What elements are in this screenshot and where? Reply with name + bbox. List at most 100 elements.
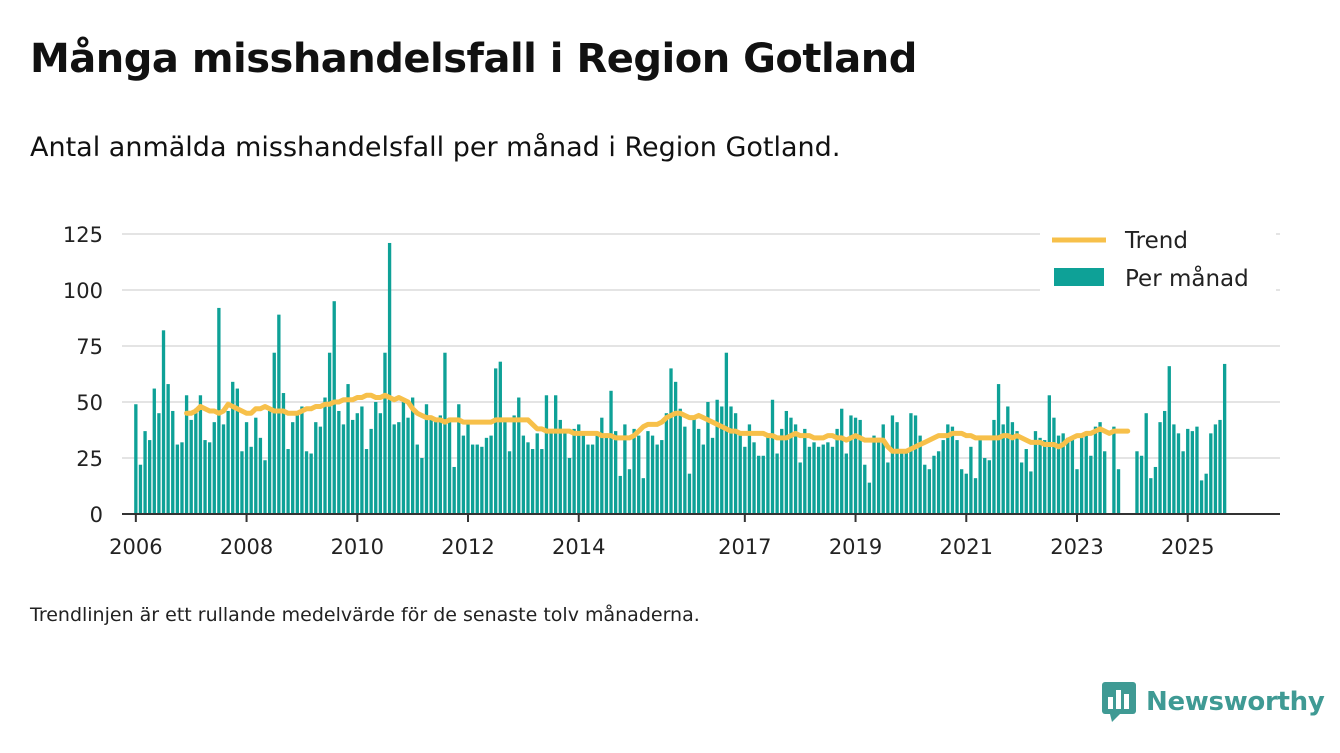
bar (1116, 469, 1121, 514)
bar (895, 422, 899, 514)
bar (849, 415, 853, 514)
bar (572, 428, 576, 514)
bar (1070, 437, 1075, 514)
legend-bars-swatch (1054, 268, 1104, 286)
bar (660, 440, 664, 514)
bar (697, 428, 701, 514)
footnote: Trendlinjen är ett rullande medelvärde f… (30, 604, 700, 626)
y-tick-label: 25 (76, 447, 103, 471)
bar (304, 451, 309, 514)
bar (960, 469, 964, 514)
bar (480, 446, 484, 514)
bar (212, 422, 216, 514)
bar (1199, 480, 1204, 514)
x-tick-label: 2006 (109, 535, 162, 559)
brand[interactable]: Newsworthy (1102, 682, 1325, 722)
bar (143, 431, 147, 514)
bar (609, 390, 613, 514)
bar (1052, 417, 1056, 514)
bar (166, 384, 170, 514)
bar (950, 426, 955, 514)
bar (826, 442, 830, 514)
bar (337, 410, 341, 514)
bar (941, 440, 945, 514)
bar (254, 417, 258, 514)
bar (835, 428, 839, 514)
bar (1075, 469, 1079, 514)
bar (683, 426, 687, 514)
bar (757, 455, 761, 514)
legend-bars-label: Per månad (1125, 264, 1249, 292)
bar (673, 381, 678, 514)
bar (535, 433, 539, 514)
bar (327, 352, 332, 514)
bar (258, 437, 263, 514)
bar (600, 417, 604, 514)
bar (364, 449, 369, 514)
x-tick-label: 2019 (829, 535, 882, 559)
bar (410, 397, 415, 514)
bar (1056, 435, 1061, 514)
bar (424, 404, 429, 514)
bar (470, 444, 475, 514)
bar (955, 440, 959, 514)
bar (780, 428, 784, 514)
bar (1001, 424, 1005, 514)
bar (678, 408, 682, 514)
bar (544, 395, 549, 514)
bar (863, 464, 867, 514)
bar (798, 462, 802, 514)
bar (803, 428, 807, 514)
bar (1186, 428, 1190, 514)
bar (581, 433, 586, 514)
bar (1061, 433, 1065, 514)
bar (577, 424, 581, 514)
bar (590, 444, 595, 514)
bar (692, 417, 696, 514)
bar (1038, 437, 1042, 514)
bar (249, 446, 253, 514)
bar (1024, 449, 1028, 514)
bar (669, 368, 673, 514)
bar (387, 242, 392, 514)
bar (309, 453, 313, 514)
bar (346, 384, 350, 514)
bar (1098, 422, 1102, 514)
bar (429, 419, 433, 514)
bar (853, 417, 858, 514)
legend-trend-label: Trend (1124, 228, 1188, 254)
bar (595, 435, 599, 514)
bar (1043, 440, 1047, 514)
x-tick-label: 2012 (441, 535, 494, 559)
bar (784, 410, 789, 514)
bar (1158, 422, 1162, 514)
bar (586, 444, 590, 514)
bar (812, 442, 816, 514)
bar (775, 453, 779, 514)
bar (1218, 419, 1222, 514)
bar (138, 464, 143, 514)
bar (341, 424, 346, 514)
bar (687, 473, 692, 514)
bar (434, 417, 438, 514)
bar (913, 415, 918, 514)
bar (973, 478, 978, 514)
bar (1167, 366, 1171, 514)
bar (194, 408, 198, 514)
bar (872, 435, 876, 514)
bar (208, 442, 212, 514)
bar (420, 458, 424, 514)
bar (996, 384, 1001, 514)
bar (244, 422, 249, 514)
bar (1010, 422, 1015, 514)
bar (397, 422, 401, 514)
bar (623, 424, 627, 514)
bar (300, 406, 304, 514)
bar (475, 444, 479, 514)
bar (1209, 433, 1213, 514)
bar (203, 440, 207, 514)
bar (277, 314, 281, 514)
bar (1163, 410, 1167, 514)
bar (1015, 431, 1019, 514)
